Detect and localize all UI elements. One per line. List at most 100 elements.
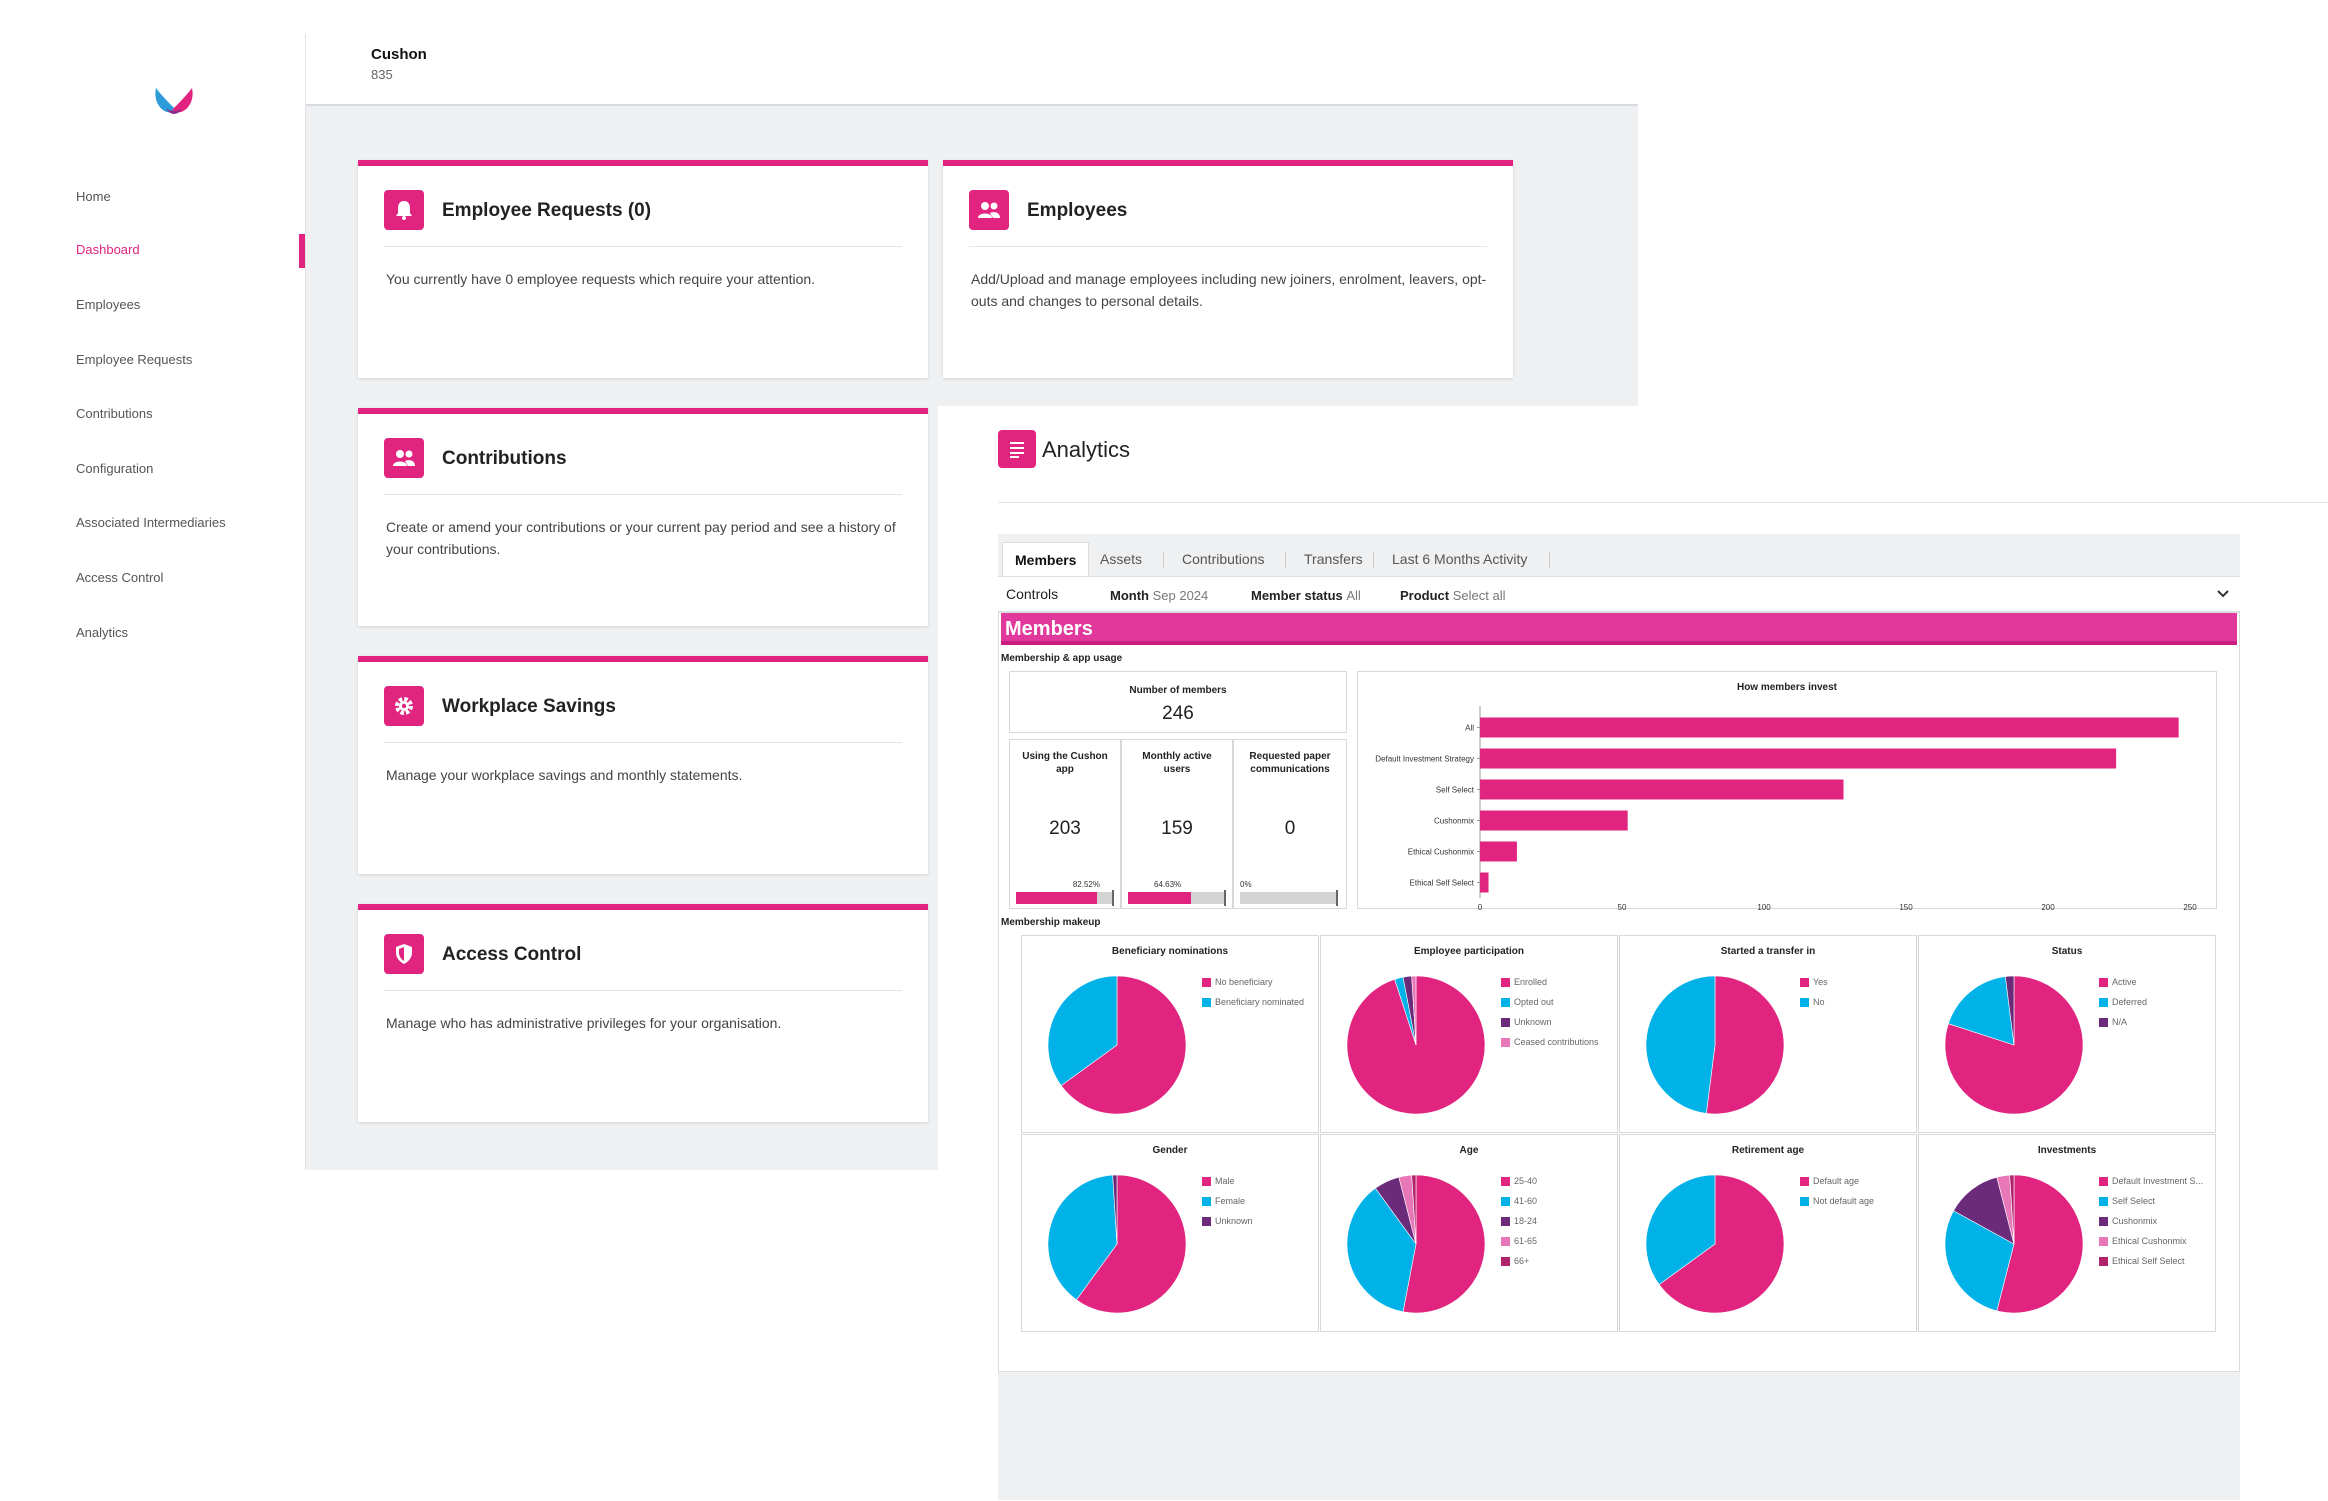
card-title: Employees [1027,200,1128,221]
chart-legend: Active Deferred N/A [2099,972,2147,1032]
legend-label: Female [1215,1196,1246,1206]
legend-item: Default age [1800,1171,1874,1191]
legend-item: Yes [1800,972,1828,992]
analytics-panel: Analytics Members Assets Contributions T… [938,406,2328,1501]
chart-legend: No beneficiary Beneficiary nominated [1202,972,1304,1012]
pie-slice [1645,1174,1716,1285]
x-tick-label: 200 [2041,903,2055,910]
sidebar-item-configuration[interactable]: Configuration [76,461,154,476]
kpi-progress-end [1112,890,1114,906]
chart-title: Retirement age [1731,1145,1805,1156]
controls-bar[interactable]: Controls Month Sep 2024 Member status Al… [998,576,2240,612]
legend-swatch [1501,997,1510,1007]
sidebar-item-contributions[interactable]: Contributions [76,406,153,421]
legend-item: Self Select [2099,1191,2203,1211]
access-control-card[interactable]: Access Control Manage who has administra… [358,904,928,1122]
member-status-filter-label: Member status [1251,588,1343,603]
card-description: Create or amend your contributions or yo… [386,519,896,557]
pie-slice [1706,975,1785,1115]
legend-item: Unknown [1202,1211,1253,1231]
legend-swatch [1501,1216,1510,1226]
category-label: All [1465,724,1474,733]
pie-slice [1402,1174,1486,1314]
tab-last-6-months-activity[interactable]: Last 6 Months Activity [1392,551,1528,567]
legend-label: Enrolled [1514,977,1548,987]
bar [1480,810,1628,831]
contributions-card[interactable]: Contributions Create or amend your contr… [358,408,928,626]
card-description: Manage your workplace savings and monthl… [386,767,743,783]
legend-label: Default age [1813,1176,1860,1186]
bar-chart-svg: All Default Investment Strategy Self Selec… [1375,706,2197,910]
pie-svg [1346,1174,1486,1314]
kpi-progress-bar [1240,890,1338,906]
tab-separator [1373,552,1374,568]
sidebar-item-employees[interactable]: Employees [76,297,141,312]
legend-swatch [2099,1236,2108,1246]
legend-item: Male [1202,1171,1253,1191]
age-chart: Age 25-40 41-60 18-24 61-65 66+ [1320,1134,1618,1332]
retirement-age-chart: Retirement age Default age Not default age [1619,1134,1917,1332]
legend-swatch [1202,977,1211,987]
legend-swatch [2099,1256,2108,1266]
sidebar-item-employee-requests[interactable]: Employee Requests [76,352,193,367]
sidebar-item-dashboard[interactable]: Dashboard [76,242,140,257]
legend-swatch [1800,977,1809,987]
legend-label: Ethical Self Select [2112,1256,2185,1266]
sidebar-item-associated-intermediaries[interactable]: Associated Intermediaries [76,515,226,530]
employee-participation-chart: Employee participation Enrolled Opted out U… [1320,935,1618,1133]
analytics-tabs: Members Assets Contributions Transfers L… [998,534,2240,576]
legend-label: Unknown [1215,1216,1253,1226]
chart-title: How members invest [1736,682,1838,693]
chart-legend: Male Female Unknown [1202,1171,1253,1231]
workplace-savings-card[interactable]: Workplace Savings Manage your workplace … [358,656,928,874]
legend-item: 66+ [1501,1251,1537,1271]
pie-slice [1996,1174,2084,1314]
tab-separator [1549,552,1550,568]
beneficiary-nominations-chart: Beneficiary nominations No beneficiary Ben… [1021,935,1319,1133]
pie-slice [1047,1174,1118,1301]
legend-swatch [1501,977,1510,987]
product-filter-label: Product [1400,588,1450,603]
pie-slice [2005,975,2015,1046]
kpi-title: Monthly active users [1142,751,1212,775]
bar [1480,717,2179,738]
bell-icon [384,190,424,230]
members-panel: Members Membership & app usage Number of… [998,612,2240,1372]
product-filter[interactable]: Product Select all [1400,588,1506,603]
kpi-percentage: 64.63% [1154,880,1182,889]
tab-separator [1285,552,1286,568]
tab-separator [1163,552,1164,568]
card-title: Workplace Savings [442,696,616,717]
legend-item: Deferred [2099,992,2147,1012]
legend-swatch [1202,1176,1211,1186]
category-label: Default Investment Strategy [1375,755,1474,764]
kpi-value: 246 [1162,703,1194,724]
tab-assets[interactable]: Assets [1100,551,1143,567]
legend-swatch [1501,1236,1510,1246]
cushon-logo [155,88,193,114]
admin-portal-window: Home Dashboard Employees Employee Reques… [76,34,1638,1170]
pie-slice [1411,975,1417,1046]
tab-transfers[interactable]: Transfers [1304,551,1363,567]
sidebar-item-home[interactable]: Home [76,189,111,204]
tab-members[interactable]: Members [1002,542,1090,576]
kpi-progress-fill [1128,892,1192,904]
category-label: Self Select [1436,786,1475,795]
legend-swatch [2099,1216,2108,1226]
pie-slice [1944,1210,2015,1312]
employee-requests-card[interactable]: Employee Requests (0) You currently have… [358,160,928,378]
chart-legend: Default age Not default age [1800,1171,1874,1211]
pie-svg [1645,975,1785,1115]
legend-label: Yes [1813,977,1828,987]
member-status-filter[interactable]: Member status All [1251,588,1361,603]
employees-card[interactable]: Employees Add/Upload and manage employee… [943,160,1513,378]
sidebar-item-access-control[interactable]: Access Control [76,570,164,585]
sidebar-item-analytics[interactable]: Analytics [76,625,129,640]
chevron-down-icon[interactable] [2216,589,2230,599]
analytics-title: Analytics [1042,437,1131,462]
pie-slice [1060,975,1187,1115]
tab-contributions[interactable]: Contributions [1182,551,1265,567]
legend-label: Self Select [2112,1196,2156,1206]
number-of-members-kpi: Number of members 246 [1009,671,1347,733]
month-filter[interactable]: Month Sep 2024 [1110,588,1208,603]
